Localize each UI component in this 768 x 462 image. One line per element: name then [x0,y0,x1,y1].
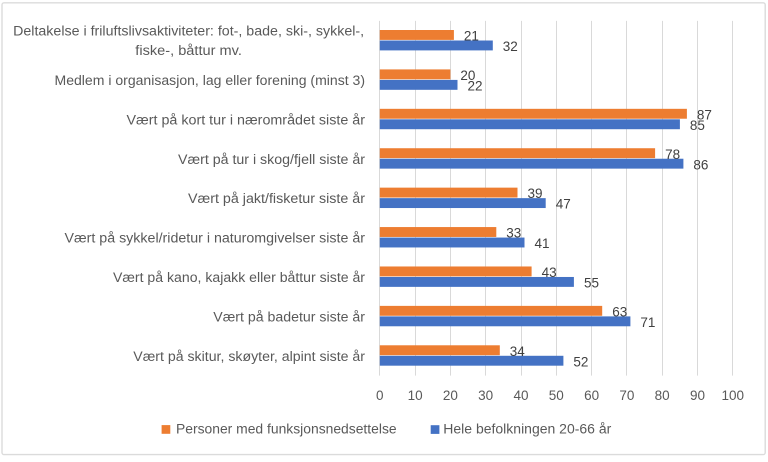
svg-text:60: 60 [584,388,599,403]
svg-text:Vært på badetur siste år: Vært på badetur siste år [213,309,365,324]
svg-text:20: 20 [443,388,458,403]
svg-text:85: 85 [690,118,705,133]
svg-text:70: 70 [619,388,634,403]
svg-text:21: 21 [464,29,479,44]
svg-text:Deltakelse i friluftslivsaktiv: Deltakelse i friluftslivsaktiviteter: fo… [13,23,364,38]
svg-text:10: 10 [408,388,423,403]
svg-text:0: 0 [376,388,384,403]
svg-text:fiske-, båttur mv.: fiske-, båttur mv. [135,43,242,58]
svg-text:78: 78 [665,147,680,162]
svg-text:41: 41 [535,236,550,251]
svg-text:71: 71 [640,315,655,330]
svg-text:52: 52 [573,354,588,369]
svg-text:Hele befolkningen 20-66 år: Hele befolkningen 20-66 år [443,421,612,436]
svg-text:Personer med funksjonsnedsette: Personer med funksjonsnedsettelse [176,421,397,436]
svg-text:50: 50 [549,388,564,403]
svg-text:43: 43 [542,265,557,280]
svg-text:100: 100 [722,388,745,403]
svg-text:Vært på kort tur i nærområdet: Vært på kort tur i nærområdet siste år [127,112,366,127]
svg-text:55: 55 [584,276,599,291]
svg-text:34: 34 [510,344,526,359]
svg-text:33: 33 [506,226,521,241]
svg-text:Vært på tur i skog/fjell siste: Vært på tur i skog/fjell siste år [178,152,366,167]
svg-text:Vært på sykkel/ridetur i natur: Vært på sykkel/ridetur i naturomgivelser… [65,231,366,246]
svg-text:86: 86 [693,157,708,172]
svg-text:32: 32 [503,39,518,54]
svg-text:40: 40 [513,388,528,403]
svg-text:Medlem i organisasjon, lag ell: Medlem i organisasjon, lag eller forenin… [55,73,366,88]
svg-text:20: 20 [460,68,475,83]
svg-text:63: 63 [612,304,627,319]
svg-text:47: 47 [556,197,571,212]
svg-text:87: 87 [697,107,712,122]
svg-text:22: 22 [468,78,483,93]
svg-text:Vært på kano, kajakk eller båt: Vært på kano, kajakk eller båttur siste … [113,270,366,285]
svg-text:39: 39 [528,186,543,201]
svg-text:Vært på jakt/fisketur siste år: Vært på jakt/fisketur siste år [188,191,366,206]
svg-text:90: 90 [690,388,705,403]
svg-text:30: 30 [478,388,493,403]
svg-text:Vært på skitur, skøyter, alpin: Vært på skitur, skøyter, alpint siste år [133,349,365,364]
svg-text:80: 80 [655,388,670,403]
